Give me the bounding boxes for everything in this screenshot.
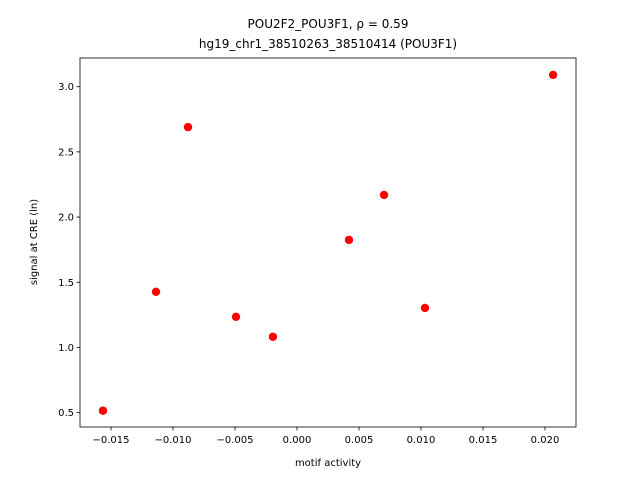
point xyxy=(344,235,354,245)
x-tick-label: −0.015 xyxy=(92,435,129,446)
x-tick-label: −0.005 xyxy=(216,435,253,446)
x-tick-label: 0.020 xyxy=(531,435,560,446)
point xyxy=(183,122,193,132)
point xyxy=(420,303,430,313)
y-tick-label: 0.5 xyxy=(58,408,74,419)
x-tick-label: 0.015 xyxy=(469,435,498,446)
y-tick-label: 1.5 xyxy=(58,278,74,289)
chart-title: POU2F2_POU3F1, ρ = 0.59 xyxy=(248,17,409,31)
chart-subtitle: hg19_chr1_38510263_38510414 (POU3F1) xyxy=(199,37,457,51)
y-tick-label: 2.5 xyxy=(58,147,74,158)
x-axis-label: motif activity xyxy=(295,458,361,469)
point xyxy=(231,312,241,322)
x-tick-label: 0.000 xyxy=(283,435,312,446)
point xyxy=(268,332,278,341)
x-tick-label: −0.010 xyxy=(154,435,191,446)
y-tick-label: 1.0 xyxy=(58,343,74,354)
y-tick-label: 2.0 xyxy=(58,213,74,224)
point xyxy=(548,70,558,80)
y-axis-label: signal at CRE (ln) xyxy=(29,199,40,285)
y-tick-label: 3.0 xyxy=(58,82,74,93)
point xyxy=(151,287,161,296)
point xyxy=(379,190,389,200)
x-tick-label: 0.010 xyxy=(407,435,436,446)
plot-frame xyxy=(79,57,577,428)
point xyxy=(98,406,108,415)
x-tick-label: 0.005 xyxy=(345,435,374,446)
